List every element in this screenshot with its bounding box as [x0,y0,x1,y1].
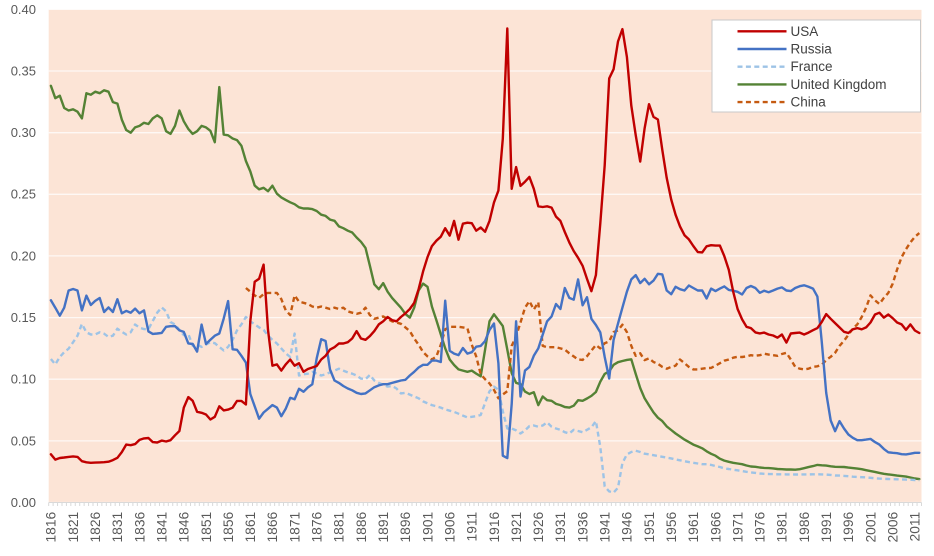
svg-text:USA: USA [791,24,819,39]
svg-text:0.25: 0.25 [11,187,36,202]
svg-text:1896: 1896 [398,511,413,542]
svg-text:1936: 1936 [575,511,590,542]
svg-text:1916: 1916 [487,511,502,542]
svg-text:1826: 1826 [88,511,103,542]
svg-text:1861: 1861 [243,512,258,543]
svg-text:1911: 1911 [465,512,480,542]
svg-text:1956: 1956 [664,511,679,542]
svg-text:1851: 1851 [199,512,214,543]
svg-text:1986: 1986 [797,511,812,542]
svg-text:0.40: 0.40 [11,2,36,17]
svg-text:1941: 1941 [598,512,613,543]
svg-text:0.00: 0.00 [11,495,36,510]
svg-text:0.15: 0.15 [11,310,36,325]
svg-text:0.20: 0.20 [11,248,36,263]
svg-text:2006: 2006 [886,511,901,542]
svg-text:0.05: 0.05 [11,433,36,448]
svg-text:1831: 1831 [110,512,125,543]
svg-text:1886: 1886 [354,511,369,542]
svg-text:1821: 1821 [66,512,81,543]
svg-text:1946: 1946 [620,511,635,542]
svg-text:1921: 1921 [509,512,524,543]
svg-text:1951: 1951 [642,512,657,543]
svg-text:1841: 1841 [154,512,169,543]
svg-text:1891: 1891 [376,512,391,543]
svg-text:1881: 1881 [332,512,347,543]
svg-text:2011: 2011 [908,512,923,542]
svg-text:United Kingdom: United Kingdom [791,77,887,92]
svg-text:1931: 1931 [553,512,568,543]
svg-text:1856: 1856 [221,511,236,542]
svg-text:1876: 1876 [310,511,325,542]
svg-text:1816: 1816 [44,511,59,542]
svg-text:0.35: 0.35 [11,63,36,78]
svg-text:1966: 1966 [708,511,723,542]
svg-text:France: France [791,59,833,74]
svg-text:1906: 1906 [443,511,458,542]
svg-text:1871: 1871 [287,512,302,543]
svg-text:1996: 1996 [841,511,856,542]
svg-text:China: China [791,95,827,110]
svg-text:1846: 1846 [177,511,192,542]
svg-text:1836: 1836 [132,511,147,542]
svg-text:1926: 1926 [531,511,546,542]
svg-text:Russia: Russia [791,42,833,57]
svg-text:1866: 1866 [265,511,280,542]
svg-text:0.10: 0.10 [11,372,36,387]
svg-text:1976: 1976 [753,511,768,542]
svg-text:2001: 2001 [863,512,878,543]
svg-text:0.30: 0.30 [11,125,36,140]
svg-text:1901: 1901 [420,512,435,543]
svg-text:1971: 1971 [730,512,745,543]
svg-text:1961: 1961 [686,512,701,543]
svg-text:1981: 1981 [775,512,790,543]
svg-text:1991: 1991 [819,512,834,543]
